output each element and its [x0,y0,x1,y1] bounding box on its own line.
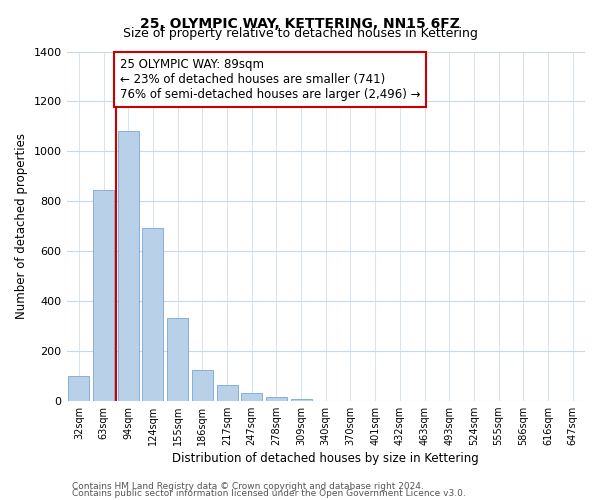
Bar [142,228,163,400]
Bar [93,190,114,400]
Bar [68,376,89,400]
Bar [266,397,287,400]
X-axis label: Distribution of detached houses by size in Kettering: Distribution of detached houses by size … [172,452,479,465]
Y-axis label: Number of detached properties: Number of detached properties [15,133,28,319]
Text: Contains HM Land Registry data © Crown copyright and database right 2024.: Contains HM Land Registry data © Crown c… [72,482,424,491]
Text: Contains public sector information licensed under the Open Government Licence v3: Contains public sector information licen… [72,489,466,498]
Bar [217,385,238,400]
Bar [241,393,262,400]
Text: 25, OLYMPIC WAY, KETTERING, NN15 6FZ: 25, OLYMPIC WAY, KETTERING, NN15 6FZ [140,18,460,32]
Text: Size of property relative to detached houses in Kettering: Size of property relative to detached ho… [122,28,478,40]
Bar [167,318,188,400]
Bar [118,132,139,400]
Text: 25 OLYMPIC WAY: 89sqm
← 23% of detached houses are smaller (741)
76% of semi-det: 25 OLYMPIC WAY: 89sqm ← 23% of detached … [119,58,420,100]
Bar [192,370,213,400]
